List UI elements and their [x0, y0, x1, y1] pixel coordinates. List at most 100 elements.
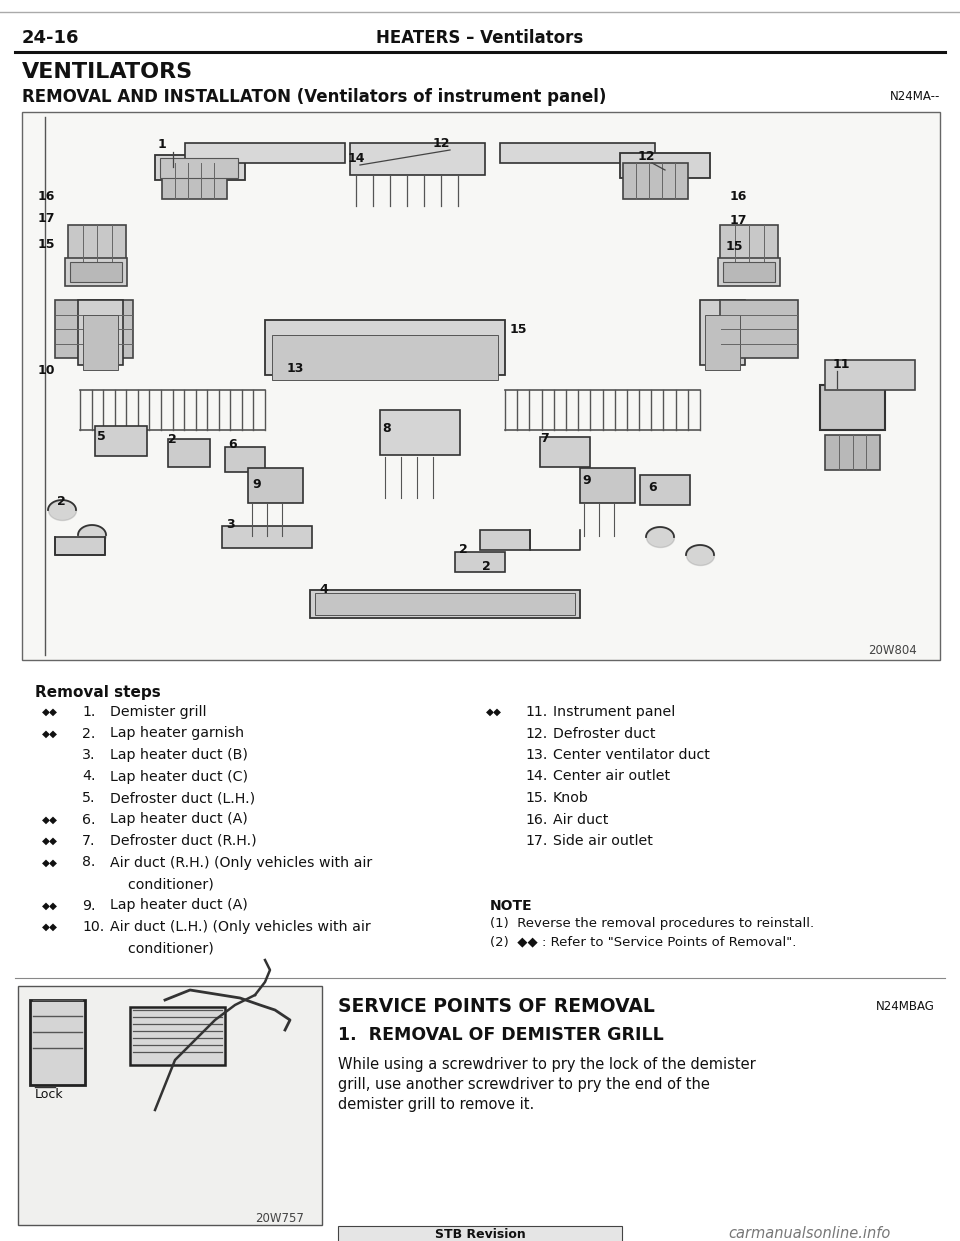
Text: 12: 12	[638, 150, 656, 163]
Text: 6.: 6.	[82, 813, 95, 827]
Bar	[18, 987, 322, 1225]
Text: 3.: 3.	[82, 748, 95, 762]
Text: STB Revision: STB Revision	[435, 1227, 525, 1241]
Bar	[185, 143, 345, 163]
Bar	[22, 112, 940, 660]
Text: ◆◆: ◆◆	[42, 901, 58, 911]
Bar	[310, 589, 580, 618]
Text: Lock: Lock	[35, 1088, 63, 1102]
Bar	[480, 530, 530, 550]
Bar	[825, 436, 880, 470]
Text: Side air outlet: Side air outlet	[553, 834, 653, 848]
Text: Air duct (R.H.) (Only vehicles with air: Air duct (R.H.) (Only vehicles with air	[110, 855, 372, 870]
Text: 11.: 11.	[525, 705, 547, 719]
Text: conditioner): conditioner)	[110, 877, 214, 891]
Bar	[720, 300, 798, 357]
Bar	[95, 426, 147, 455]
Text: Air duct: Air duct	[553, 813, 609, 827]
Bar	[700, 300, 745, 365]
Text: 16.: 16.	[525, 813, 547, 827]
Text: 5.: 5.	[82, 791, 95, 805]
Text: Demister grill: Demister grill	[110, 705, 206, 719]
Text: 11: 11	[833, 357, 851, 371]
Text: ◆◆: ◆◆	[42, 814, 58, 824]
Text: SERVICE POINTS OF REMOVAL: SERVICE POINTS OF REMOVAL	[338, 997, 655, 1015]
Text: Lap heater garnish: Lap heater garnish	[110, 726, 244, 741]
Text: conditioner): conditioner)	[110, 942, 214, 956]
Bar	[380, 410, 460, 455]
Text: While using a screwdriver to pry the lock of the demister: While using a screwdriver to pry the loc…	[338, 1057, 756, 1072]
Bar	[718, 258, 780, 285]
Text: 8: 8	[382, 422, 391, 436]
Bar	[500, 143, 655, 163]
Bar	[55, 537, 105, 555]
Bar	[720, 225, 778, 267]
Text: 12.: 12.	[525, 726, 547, 741]
Text: ◆◆: ◆◆	[42, 922, 58, 932]
Bar	[455, 552, 505, 572]
Text: 20W757: 20W757	[255, 1211, 304, 1225]
Text: Center air outlet: Center air outlet	[553, 769, 670, 783]
Bar	[162, 163, 227, 199]
Text: ◆◆: ◆◆	[42, 728, 58, 738]
Bar	[272, 335, 498, 380]
Text: ◆◆: ◆◆	[486, 707, 502, 717]
Bar	[705, 315, 740, 370]
Text: Lap heater duct (A): Lap heater duct (A)	[110, 898, 248, 912]
Bar	[78, 300, 123, 365]
Text: 12: 12	[433, 137, 450, 150]
Bar	[55, 300, 133, 357]
Bar	[265, 320, 505, 375]
Bar	[160, 158, 238, 177]
Text: 7: 7	[540, 432, 549, 446]
Text: 1.  REMOVAL OF DEMISTER GRILL: 1. REMOVAL OF DEMISTER GRILL	[338, 1026, 663, 1044]
Text: Defroster duct (L.H.): Defroster duct (L.H.)	[110, 791, 255, 805]
Text: HEATERS – Ventilators: HEATERS – Ventilators	[376, 29, 584, 47]
Bar	[338, 1226, 622, 1241]
Text: 16: 16	[38, 190, 56, 204]
Text: 15: 15	[38, 238, 56, 251]
Bar	[70, 262, 122, 282]
Bar	[580, 468, 635, 503]
Text: Knob: Knob	[553, 791, 588, 805]
Text: 9: 9	[252, 478, 260, 491]
Bar	[350, 143, 485, 175]
Text: 17: 17	[38, 212, 56, 225]
Text: 15: 15	[510, 323, 527, 336]
Text: 24-16: 24-16	[22, 29, 80, 47]
Text: 8.: 8.	[82, 855, 95, 870]
Text: Lap heater duct (C): Lap heater duct (C)	[110, 769, 248, 783]
Text: REMOVAL AND INSTALLATON (Ventilators of instrument panel): REMOVAL AND INSTALLATON (Ventilators of …	[22, 88, 607, 105]
Text: 17: 17	[730, 213, 748, 227]
Text: ◆◆: ◆◆	[42, 707, 58, 717]
Text: 7.: 7.	[82, 834, 95, 848]
Text: 3: 3	[226, 517, 234, 531]
Text: 6: 6	[228, 438, 236, 450]
Text: carmanualsonline.info: carmanualsonline.info	[729, 1226, 891, 1241]
Text: 1.: 1.	[82, 705, 95, 719]
Text: 5: 5	[97, 429, 106, 443]
Bar	[820, 385, 885, 429]
Text: 2: 2	[168, 433, 177, 446]
Text: 4: 4	[319, 583, 327, 596]
Text: 6: 6	[648, 482, 657, 494]
Bar	[30, 1000, 85, 1085]
Text: N24MA--: N24MA--	[890, 91, 940, 103]
Text: 1: 1	[158, 138, 167, 151]
Bar	[225, 447, 265, 472]
Bar	[623, 163, 688, 199]
Text: 9.: 9.	[82, 898, 95, 912]
Bar	[315, 593, 575, 616]
Text: 9: 9	[582, 474, 590, 486]
Text: 4.: 4.	[82, 769, 95, 783]
Bar	[68, 225, 126, 267]
Text: 13.: 13.	[525, 748, 547, 762]
Bar	[540, 437, 590, 467]
Text: 15.: 15.	[525, 791, 547, 805]
Text: Center ventilator duct: Center ventilator duct	[553, 748, 709, 762]
Text: demister grill to remove it.: demister grill to remove it.	[338, 1097, 535, 1112]
Bar	[723, 262, 775, 282]
Text: 2: 2	[482, 560, 491, 573]
Text: N24MBAG: N24MBAG	[876, 999, 935, 1013]
Bar	[640, 475, 690, 505]
